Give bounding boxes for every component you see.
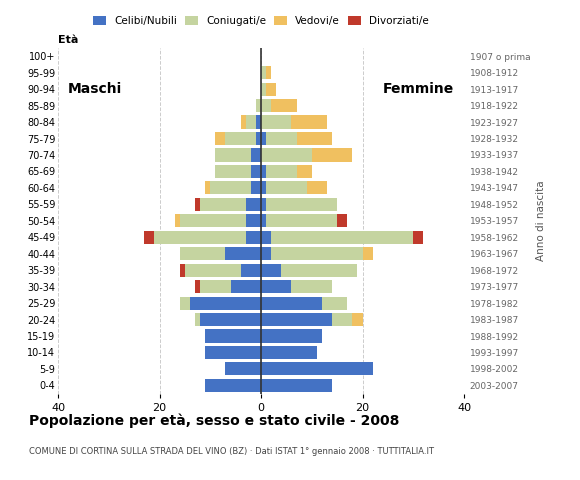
Bar bbox=[200, 198, 246, 211]
Bar bbox=[246, 116, 256, 129]
Bar bbox=[180, 247, 226, 260]
Bar bbox=[144, 231, 154, 244]
Bar bbox=[261, 379, 332, 392]
Bar bbox=[261, 132, 266, 145]
Bar bbox=[362, 247, 372, 260]
Bar bbox=[205, 346, 261, 359]
Bar bbox=[180, 264, 185, 277]
Bar bbox=[190, 297, 261, 310]
Bar bbox=[261, 329, 322, 343]
Bar bbox=[266, 66, 271, 79]
Bar bbox=[261, 297, 322, 310]
Bar bbox=[195, 198, 200, 211]
Bar bbox=[251, 148, 261, 162]
Bar bbox=[205, 329, 261, 343]
Text: COMUNE DI CORTINA SULLA STRADA DEL VINO (BZ) · Dati ISTAT 1° gennaio 2008 · TUTT: COMUNE DI CORTINA SULLA STRADA DEL VINO … bbox=[29, 446, 434, 456]
Bar bbox=[200, 313, 261, 326]
Bar bbox=[261, 66, 266, 79]
Bar bbox=[291, 116, 327, 129]
Text: Maschi: Maschi bbox=[68, 82, 122, 96]
Bar bbox=[266, 83, 276, 96]
Bar bbox=[256, 132, 261, 145]
Bar bbox=[261, 83, 266, 96]
Bar bbox=[251, 165, 261, 178]
Bar bbox=[215, 148, 251, 162]
Bar bbox=[256, 116, 261, 129]
Bar bbox=[266, 198, 337, 211]
Bar bbox=[311, 148, 352, 162]
Bar bbox=[291, 280, 332, 293]
Bar bbox=[175, 214, 180, 228]
Bar bbox=[261, 280, 291, 293]
Text: Popolazione per età, sesso e stato civile - 2008: Popolazione per età, sesso e stato civil… bbox=[29, 413, 400, 428]
Bar bbox=[246, 198, 261, 211]
Bar bbox=[261, 346, 317, 359]
Bar bbox=[241, 264, 261, 277]
Bar bbox=[266, 181, 307, 194]
Bar bbox=[261, 148, 311, 162]
Bar bbox=[261, 198, 266, 211]
Bar bbox=[271, 247, 362, 260]
Bar bbox=[246, 231, 261, 244]
Bar bbox=[205, 379, 261, 392]
Bar bbox=[271, 231, 413, 244]
Bar bbox=[251, 181, 261, 194]
Bar bbox=[307, 181, 327, 194]
Bar bbox=[261, 99, 271, 112]
Bar bbox=[332, 313, 352, 326]
Bar bbox=[296, 132, 332, 145]
Bar bbox=[210, 181, 251, 194]
Bar bbox=[261, 231, 271, 244]
Bar bbox=[352, 313, 362, 326]
Bar bbox=[180, 297, 190, 310]
Bar bbox=[266, 165, 296, 178]
Bar bbox=[205, 181, 210, 194]
Bar bbox=[296, 165, 311, 178]
Bar bbox=[185, 264, 241, 277]
Bar bbox=[266, 214, 337, 228]
Bar bbox=[261, 181, 266, 194]
Bar bbox=[246, 214, 261, 228]
Bar bbox=[337, 214, 347, 228]
Bar bbox=[413, 231, 423, 244]
Bar bbox=[261, 362, 372, 375]
Bar bbox=[226, 132, 256, 145]
Bar bbox=[266, 132, 296, 145]
Bar bbox=[261, 264, 281, 277]
Bar bbox=[180, 214, 246, 228]
Bar bbox=[154, 231, 246, 244]
Bar bbox=[261, 165, 266, 178]
Y-axis label: Anno di nascita: Anno di nascita bbox=[536, 180, 546, 261]
Bar bbox=[195, 313, 200, 326]
Bar bbox=[261, 247, 271, 260]
Bar bbox=[281, 264, 357, 277]
Bar bbox=[261, 313, 332, 326]
Bar bbox=[195, 280, 200, 293]
Bar bbox=[241, 116, 246, 129]
Bar bbox=[215, 132, 226, 145]
Bar bbox=[322, 297, 347, 310]
Legend: Celibi/Nubili, Coniugati/e, Vedovi/e, Divorziati/e: Celibi/Nubili, Coniugati/e, Vedovi/e, Di… bbox=[89, 12, 433, 30]
Bar bbox=[256, 99, 261, 112]
Bar bbox=[271, 99, 296, 112]
Bar bbox=[261, 214, 266, 228]
Bar bbox=[261, 116, 291, 129]
Bar bbox=[226, 362, 261, 375]
Bar bbox=[200, 280, 230, 293]
Text: Età: Età bbox=[58, 35, 78, 45]
Bar bbox=[215, 165, 251, 178]
Text: Femmine: Femmine bbox=[383, 82, 454, 96]
Bar bbox=[226, 247, 261, 260]
Bar bbox=[230, 280, 261, 293]
